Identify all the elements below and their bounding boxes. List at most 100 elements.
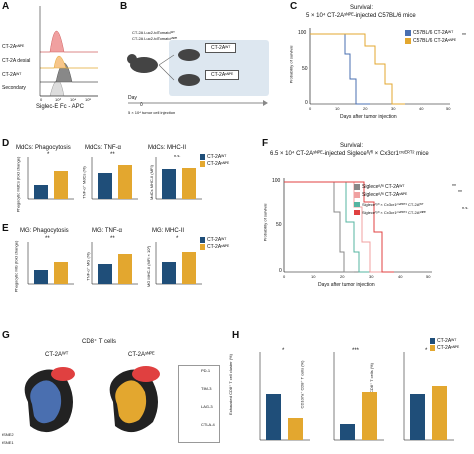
d-plot-1 [27,157,74,200]
panel-d-letter: D [2,138,10,149]
d-title-2: MdCs: TNF-α [85,145,122,151]
survival-c-xtick-5: 50 [446,106,451,111]
experiment-schematic [127,40,269,96]
e-plot-2 [91,242,138,285]
mouse-icon [130,57,158,73]
e-legend-wt: CT-2Aᵂᵀ [200,237,226,243]
timeline-injection-label: 5 × 10⁴ tumor cell injection [128,110,176,115]
mouse-icon-upper [178,49,200,61]
h-plot-1 [259,352,310,441]
survival-c-xtick-3: 30 [391,106,396,111]
tsne-right-label: CT-2Aˢᴺᴾᴱ [128,352,155,358]
histogram-row-label-4: Secondary [2,85,26,91]
h-bar-plots [259,352,454,441]
survival-f-legend-2: Sigleceᶠˡ/ᶠˡ CT-2Aˢᴺᴾᴱ [354,192,407,198]
marker-ctla4: CTLA-4 [201,422,215,427]
histogram-tick-0: 0 [40,97,43,102]
survival-c-ytick-50: 50 [302,66,308,72]
survival-f-legend-3: Sigleceᶠˡ/ᶠˡ × Cx3cr1ᶜʳᵉᴱᴿᵀ² CT-2Aᵂᵀ [354,202,424,207]
condition-box-wt: CT-2Aᵂᵀ [205,43,237,53]
survival-f-sig-1: ** [452,184,456,190]
d-sig-2: ** [110,152,115,158]
survival-f-curve-1 [284,181,354,273]
survival-f-xtick-4: 40 [398,274,403,279]
histogram-row-label-2: CT-2A desial [2,58,31,64]
tsne-right-red [132,366,160,382]
d-ylabel-1: Phagocytic MdCs (fold change) [15,156,21,213]
tsne-title: CD8⁺ T cells [82,339,116,345]
mouse-icon-lower [178,74,200,86]
mouse-label-wt: CT-2A Luc2-tdTomatoᵂᵀ [132,30,175,35]
d-title-1: MdCs: Phagocytosis [16,145,71,151]
h-legend-sngle: CT-2Aˢᴺᴾᴱ [430,345,459,351]
mouse-label-sngle: CT-2A Luc2-tdTomatoˢᴺᴾᴱ [132,36,178,41]
histogram-tick-2: 10⁴ [70,97,77,102]
histogram-tick-1: 10³ [55,97,61,102]
panel-c-letter: C [290,1,298,12]
histogram-secondary [40,79,98,97]
survival-f-title-2: 6.5 × 10⁴ CT-2Aˢᴺᴾᴱ-injected Sigleceᶠˡ/ᶠ… [270,151,429,157]
histogram-row-label-1: CT-2Aˢᴺᴾᴱ [2,44,25,50]
survival-c-legend-wt: C57BL/6 CT-2Aᵂᵀ [405,30,453,36]
survival-c-wt-curve [310,33,370,105]
survival-f-ylabel: Probability of survival [262,203,268,242]
panel-f-letter: F [262,138,269,149]
panel-g-letter: G [2,330,10,341]
marker-histograms: PD-1 TIM-3 LAG-3 CTLA-4 [178,365,220,443]
tsne-left-blue [30,380,62,424]
h-sig-3: * [425,348,428,354]
e-legend-sngle: CT-2Aˢᴺᴾᴱ [200,244,229,250]
tsne-left-label: CT-2Aᵂᵀ [45,352,69,358]
d-plot-3 [155,157,202,200]
e-sig-3: * [176,236,179,242]
survival-c-legend-sngle: C57BL/6 CT-2Aˢᴺᴾᴱ [405,38,456,44]
e-title-1: MG: Phagocytosis [20,228,69,234]
histogram-xlabel: Siglec-E Fc - APC [36,104,85,110]
marker-pd1: PD-1 [201,368,211,373]
panel-a-letter: A [2,1,10,12]
survival-f-ytick-100: 100 [272,178,281,184]
condition-box-sngle: CT-2Aˢᴺᴾᴱ [205,70,240,80]
d-bar-plots [27,157,202,200]
survival-f-ytick-0: 0 [279,268,282,274]
d-sig-3: n.s. [174,153,181,158]
d-legend-wt: CT-2Aᵂᵀ [200,154,226,160]
histogram-wt [40,62,98,83]
h-sig-2: *** [352,348,360,354]
survival-c-significance: ** [462,33,466,39]
survival-f-xtick-1: 10 [311,274,316,279]
survival-f-legend-4: Sigleceᶠˡ/ᶠˡ × Cx3cr1ᶜʳᵉᴱᴿᵀ² CT-2Aˢᴺᴾᴱ [354,210,426,215]
tsne-right-yellow [115,380,147,424]
survival-f-xtick-5: 50 [426,274,431,279]
e-sig-1: ** [45,236,50,242]
timeline-arrow [128,100,268,106]
histogram-row-label-3: CT-2Aᵂᵀ [2,72,22,78]
h-ylabel-1: Exhausted CD8⁺ T cell cluster (%) [227,354,233,415]
e-plot-3 [155,242,202,285]
survival-f-sig-2: ** [458,190,462,196]
histogram-plot [39,6,98,97]
e-sig-2: ** [110,236,115,242]
survival-f-xtick-3: 30 [369,274,374,279]
timeline-day-label: Day [128,95,137,101]
survival-c-plot [309,28,450,105]
survival-c-ytick-100: 100 [298,30,307,36]
histogram-sngle [40,30,98,53]
survival-f-curve-3 [284,181,369,273]
survival-c-sngle-curve [310,33,405,105]
h-legend-wt: CT-2Aᵂᵀ [430,338,456,344]
e-bar-plots [27,242,202,285]
survival-c-xtick-0: 0 [309,106,312,111]
survival-c-xtick-1: 10 [335,106,340,111]
h-plot-3 [403,352,454,441]
survival-c-xlabel: Days after tumor injection [340,114,397,120]
survival-f-xtick-2: 20 [340,274,345,279]
d-title-3: MdCs: MHC-II [148,145,186,151]
survival-f-xtick-0: 0 [283,274,286,279]
tsne-axis-x: tSNE1 [2,440,14,445]
marker-tim3: TIM-3 [201,386,212,391]
survival-c-xtick-2: 20 [363,106,368,111]
survival-f-xlabel: Days after tumor injection [318,282,375,288]
survival-f-ytick-50: 50 [276,222,282,228]
e-ylabel-1: Phagocytic MG (fold change) [13,240,19,293]
